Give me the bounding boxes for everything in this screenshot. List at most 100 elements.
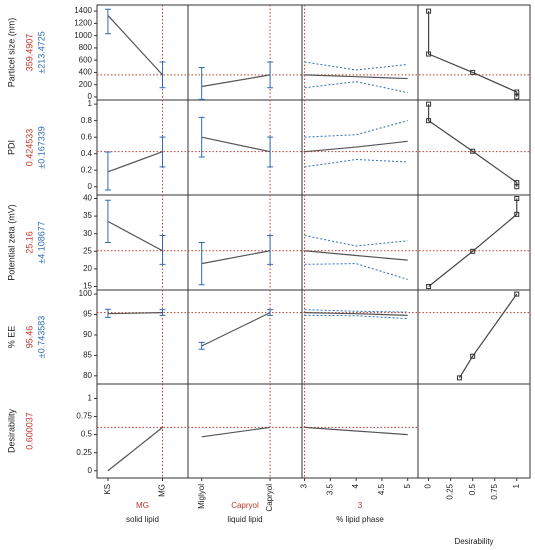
profile-line (201, 250, 271, 265)
profile-line (201, 312, 271, 347)
x-tick-label: MG (158, 484, 167, 497)
y-tick-label: 30 (83, 229, 92, 238)
x-tick-label: 1 (512, 483, 521, 488)
y-tick-label: 0 (88, 466, 93, 475)
factor-current: 3 (358, 501, 363, 510)
error-bar (104, 151, 111, 191)
desirability-point (514, 211, 520, 217)
desirability-line (427, 11, 518, 97)
y-tick-label: 15 (83, 282, 92, 291)
profile-line (304, 140, 408, 153)
y-tick-label: 0 (88, 182, 93, 191)
profile-line (107, 312, 163, 315)
x-tick-label: 0.75 (490, 483, 499, 499)
y-tick-label: 0.5 (81, 430, 93, 439)
desirability-point (514, 196, 520, 202)
y-tick-label: 0.25 (76, 448, 92, 457)
response-value: 0.600037 (24, 412, 34, 450)
x-tick-label: Capryol (265, 484, 274, 512)
confidence-upper (304, 61, 408, 71)
error-bar (198, 116, 205, 158)
desirability-point (514, 184, 520, 190)
profile-line (304, 426, 408, 436)
x-tick-label: 4 (351, 483, 360, 488)
x-tick-label: 0 (424, 483, 433, 488)
desirability-line (427, 104, 518, 187)
y-tick-label: 25 (83, 246, 92, 255)
response-name: Desirability (6, 408, 16, 453)
error-bar (104, 8, 111, 35)
confidence-upper (304, 309, 408, 313)
response-value: 95.46 (24, 326, 34, 349)
response-error: ±0.167339 (36, 126, 46, 168)
y-tick-label: 85 (83, 351, 92, 360)
y-tick-label: 1000 (74, 31, 92, 40)
y-tick-label: 95 (83, 310, 92, 319)
desirability-point (514, 94, 520, 100)
confidence-upper (304, 234, 408, 247)
y-tick-label: 0.75 (76, 412, 92, 421)
desirability-line (458, 293, 518, 379)
profile-line (304, 250, 408, 261)
profile-line (201, 74, 271, 88)
frame (96, 4, 531, 479)
profile-line (201, 426, 271, 438)
desirability-point (514, 89, 520, 95)
error-bar (159, 61, 166, 89)
desirability-point (426, 51, 432, 57)
confidence-upper (304, 120, 408, 138)
factor-name: liquid lipid (227, 515, 262, 524)
x-tick-label: 0.5 (468, 483, 477, 495)
error-bar (104, 308, 111, 318)
response-name: % EE (6, 326, 16, 349)
factor-current: Capryol (231, 501, 259, 510)
confidence-lower (304, 158, 408, 168)
y-tick-label: 90 (83, 330, 92, 339)
y-tick-label: 400 (79, 68, 93, 77)
desirability-point (426, 101, 432, 107)
response-value: 359.4907 (24, 34, 34, 72)
y-tick-label: 0.8 (81, 116, 93, 125)
desirability-point (470, 353, 476, 359)
desirability-point (426, 8, 432, 14)
y-tick-label: 0.2 (81, 165, 93, 174)
y-tick-label: 1400 (74, 6, 92, 15)
error-bar (159, 136, 166, 168)
desirability-point (514, 291, 520, 297)
error-bar (267, 234, 274, 265)
error-bar (198, 242, 205, 286)
y-tick-label: 0 (88, 92, 93, 101)
desirability-point (426, 283, 432, 289)
x-tick-label: KS (103, 484, 112, 495)
y-tick-label: 200 (79, 80, 93, 89)
response-name: Particel size (nm) (6, 18, 16, 88)
x-tick-label: 0.25 (446, 483, 455, 499)
profile-line (107, 426, 163, 472)
error-bar (159, 309, 166, 316)
profile-line (107, 15, 163, 76)
y-tick-label: 0.6 (81, 132, 93, 141)
axis-title: Desirability (454, 537, 493, 546)
y-tick-label: 35 (83, 211, 92, 220)
factor-name: solid lipid (126, 515, 159, 524)
x-tick-label: 4.5 (377, 483, 386, 495)
profile-line (304, 312, 408, 316)
y-tick-label: 1 (88, 394, 93, 403)
factor-name: % lipid phase (336, 515, 384, 524)
x-tick-label: 3 (300, 483, 309, 488)
profile-line (201, 136, 271, 153)
y-tick-label: 1200 (74, 18, 92, 27)
confidence-lower (304, 81, 408, 94)
y-tick-label: 20 (83, 264, 92, 273)
desirability-point (426, 118, 432, 124)
response-error: ±4.108677 (36, 221, 46, 263)
error-bar (267, 309, 274, 316)
desirability-point (470, 69, 476, 75)
response-name: Potential zeta (mV) (6, 204, 16, 281)
error-bar (198, 67, 205, 100)
y-tick-label: 100 (79, 289, 93, 298)
response-name: PDI (6, 140, 16, 155)
profile-line (107, 151, 163, 173)
